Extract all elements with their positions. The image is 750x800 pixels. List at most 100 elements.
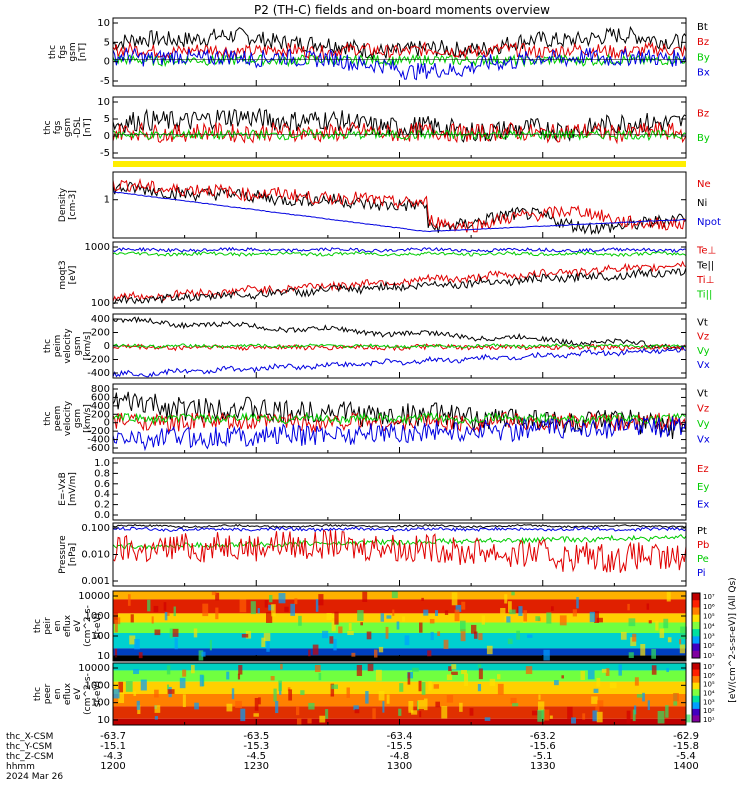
- panel-ylabel: Density[cm-3]: [58, 187, 78, 222]
- spectrogram-band: [113, 648, 686, 656]
- spectrogram-cell: [226, 671, 230, 680]
- y-tick-label: 0: [104, 131, 110, 142]
- panel-ylabel: E=-VxB[mV/m]: [58, 472, 78, 506]
- spectrogram-cell: [193, 628, 198, 638]
- legend-item: Vx: [697, 434, 710, 445]
- spectrogram-cell: [596, 617, 603, 623]
- spectrogram-band: [113, 663, 686, 671]
- panel-ylabel: thcpeimvelocitygsm[km/s]: [43, 328, 93, 364]
- y-tick-label: 10: [97, 97, 110, 108]
- y-tick-label: 5: [104, 37, 110, 48]
- spectrogram-cell: [398, 708, 402, 716]
- spectrogram-cell: [300, 690, 305, 696]
- spectrogram-cell: [326, 613, 332, 621]
- spectrogram-cell: [580, 670, 585, 681]
- y-tick-label: 1000: [85, 242, 110, 253]
- spectrogram-cell: [451, 664, 457, 670]
- legend-item: Bz: [697, 109, 709, 120]
- spectrogram-cell: [478, 633, 483, 641]
- spectrogram-cell: [378, 646, 384, 653]
- spectrogram-cell: [419, 622, 423, 633]
- spectrogram-cell: [550, 606, 554, 611]
- spectrogram-cell: [174, 638, 178, 650]
- spectrogram-cell: [240, 708, 246, 722]
- spectrogram-cell: [360, 622, 364, 626]
- spectrogram-cell: [209, 639, 212, 651]
- spectrogram-cell: [154, 629, 161, 636]
- spectrogram-cell: [308, 702, 315, 710]
- legend-item: By: [697, 133, 710, 144]
- spectrogram-cell: [114, 619, 118, 633]
- spectrogram-cell: [391, 591, 398, 599]
- spectrogram-cell: [506, 616, 511, 623]
- spectrogram-cell: [312, 644, 319, 655]
- series-line: [112, 246, 687, 254]
- spectrogram-cell: [154, 716, 158, 720]
- spectrogram-cell: [523, 610, 528, 622]
- spectrogram-cell: [237, 673, 241, 680]
- spectrogram-cell: [412, 667, 419, 672]
- colorbar-segment: [692, 593, 700, 601]
- spectrogram-cell: [202, 603, 209, 617]
- x-tick-value: -15.1: [100, 741, 126, 752]
- panel-ylabel: thcpeerenefluxeV(cm^2-s-sr-eV): [33, 673, 103, 715]
- ylabel-line: peem: [53, 406, 63, 432]
- spectrogram-cell: [182, 669, 187, 677]
- ylabel-line: [km/s]: [83, 332, 93, 361]
- spectrogram-cell: [284, 606, 289, 612]
- y-tick-label: -200: [87, 426, 110, 437]
- spectrogram-cell: [497, 674, 501, 680]
- spectrogram-cell: [392, 609, 395, 616]
- spectrogram-cell: [477, 664, 482, 668]
- spectrogram-cell: [469, 708, 474, 716]
- spectrogram-cell: [659, 628, 665, 638]
- spectrogram-cell: [113, 594, 116, 599]
- spectrogram-cell: [512, 703, 519, 707]
- spectrogram-cell: [596, 677, 601, 687]
- spectrogram-cell: [288, 689, 293, 701]
- spectrogram-cell: [636, 694, 643, 698]
- spectrogram-cell: [478, 668, 483, 680]
- colorbar-segment: [692, 600, 700, 608]
- x-tick-value: -5.1: [533, 751, 553, 762]
- spectrogram-cell: [201, 651, 206, 657]
- spectrogram-cell: [433, 684, 440, 689]
- spectrogram-cell: [353, 705, 359, 711]
- spectrogram-cell: [630, 637, 637, 647]
- legend-item: Ti||: [696, 290, 712, 301]
- x-tick-value: -4.5: [246, 751, 266, 762]
- spectrogram-cell: [471, 624, 477, 634]
- spectrogram-cell: [325, 709, 329, 719]
- spectrogram-cell: [266, 641, 270, 652]
- x-row-label: thc_Z-CSM: [6, 752, 54, 762]
- spectrogram-cell: [287, 687, 291, 691]
- spectrogram-cell: [127, 594, 131, 606]
- y-tick-label: 100: [91, 298, 110, 309]
- spectrogram-cell: [646, 603, 650, 610]
- spectrogram-cell: [241, 633, 249, 638]
- ylabel-line: E=-VxB: [58, 472, 68, 506]
- spectrogram-cell: [308, 649, 311, 657]
- spectrogram-cell: [125, 681, 133, 692]
- legend-item: Te⊥: [696, 246, 716, 257]
- spectrogram-cell: [507, 601, 512, 613]
- series-line: [112, 529, 687, 573]
- spectrogram-cell: [511, 591, 515, 596]
- spectrogram-cell: [559, 615, 567, 626]
- colorbar-segment: [692, 689, 700, 697]
- spectrogram-cell: [163, 602, 167, 611]
- ylabel-line: sr-eV): [93, 613, 103, 639]
- spectrogram-cell: [167, 684, 170, 690]
- ylabel-line: thc: [43, 339, 53, 353]
- spectrogram-cell: [510, 697, 517, 704]
- ylabel-line: eV: [73, 687, 83, 700]
- spectrogram-cell: [594, 611, 600, 623]
- spectrogram-cell: [351, 652, 356, 657]
- spectrogram-cell: [571, 717, 576, 724]
- y-tick-label: -5: [100, 148, 110, 159]
- spectrogram-cell: [527, 634, 533, 638]
- x-tick-value: -4.3: [103, 751, 123, 762]
- panel-ylabel: thcfgsgsm[nT]: [48, 42, 88, 61]
- spectrogram-cell: [253, 713, 259, 717]
